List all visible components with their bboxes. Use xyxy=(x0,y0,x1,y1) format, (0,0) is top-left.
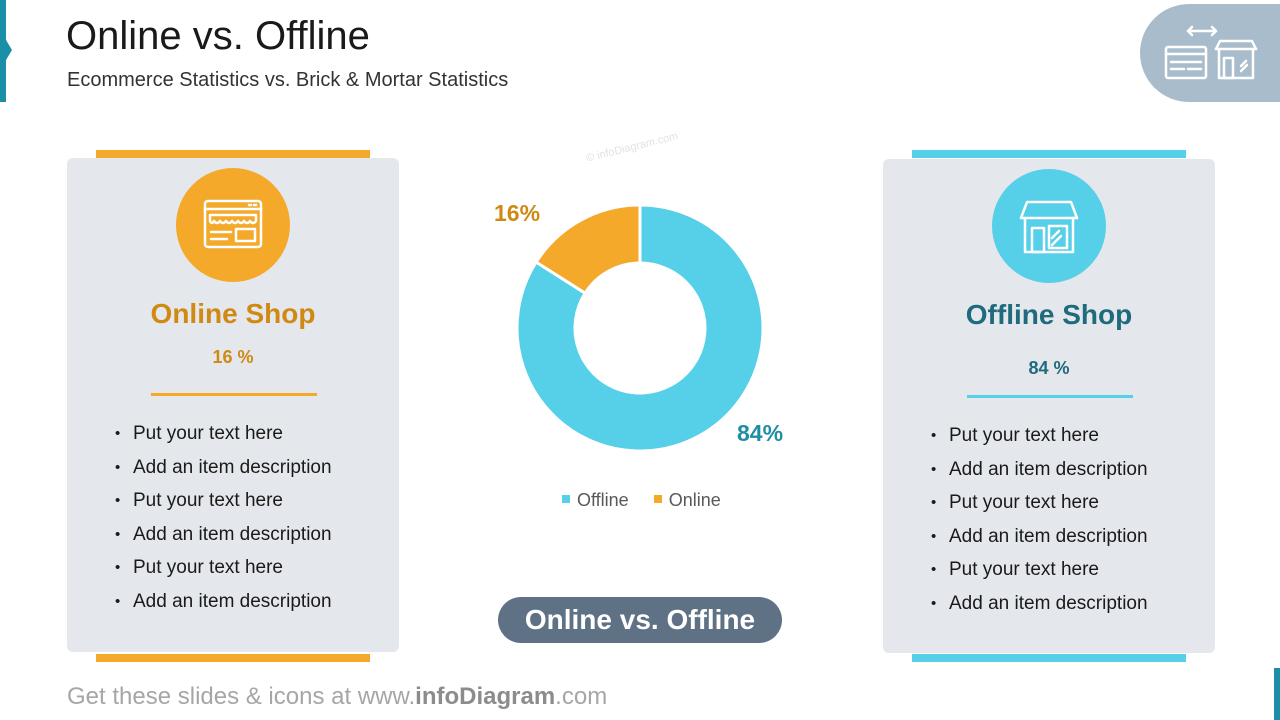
corner-accent-bar xyxy=(1274,668,1280,720)
online-divider xyxy=(151,393,317,396)
list-item: Add an item description xyxy=(931,453,1148,487)
online-bullet-list: Put your text here Add an item descripti… xyxy=(115,417,332,619)
list-item: Put your text here xyxy=(931,486,1148,520)
legend-swatch-offline xyxy=(562,495,570,504)
page-subtitle: Ecommerce Statistics vs. Brick & Mortar … xyxy=(67,69,509,91)
offline-bullet-list: Put your text here Add an item descripti… xyxy=(931,419,1148,621)
offline-divider xyxy=(967,395,1133,398)
list-item: Put your text here xyxy=(931,553,1148,587)
list-item: Add an item description xyxy=(115,518,332,552)
donut-label-offline: 84% xyxy=(737,420,784,446)
list-item: Add an item description xyxy=(115,585,332,619)
online-shop-window-icon xyxy=(203,199,263,249)
list-item: Put your text here xyxy=(115,417,332,451)
list-item: Add an item description xyxy=(931,587,1148,621)
donut-slice-online xyxy=(534,203,642,296)
donut-slice-offline xyxy=(515,203,765,453)
list-item: Add an item description xyxy=(115,451,332,485)
online-card-bottom-bar xyxy=(96,654,370,662)
offline-icon-circle xyxy=(992,169,1106,283)
list-item: Put your text here xyxy=(931,419,1148,453)
legend-label-online: Online xyxy=(668,490,721,510)
footer: Get these slides & icons at www.infoDiag… xyxy=(67,683,607,711)
online-shop-percent: 16 % xyxy=(212,347,254,367)
list-item: Put your text here xyxy=(115,551,332,585)
online-icon-circle xyxy=(176,168,290,282)
legend-swatch-online xyxy=(653,495,662,504)
legend-item-online: Online xyxy=(653,490,721,511)
storefront-icon xyxy=(1019,200,1079,254)
offline-card-bottom-bar xyxy=(912,654,1186,662)
left-accent-bar xyxy=(0,0,12,102)
comparison-pill: Online vs. Offline xyxy=(498,597,782,643)
footer-suffix: .com xyxy=(555,683,608,710)
list-item: Add an item description xyxy=(931,520,1148,554)
chart-legend: Offline Online xyxy=(562,490,741,511)
corner-badge xyxy=(1140,4,1280,102)
donut-label-online: 16% xyxy=(494,200,541,226)
online-shop-title: Online Shop xyxy=(150,298,316,329)
online-vs-offline-icon xyxy=(1164,25,1258,80)
offline-shop-title: Offline Shop xyxy=(965,299,1133,330)
legend-item-offline: Offline xyxy=(562,490,629,511)
list-item: Put your text here xyxy=(115,484,332,518)
online-card-top-bar xyxy=(96,150,370,158)
donut-chart xyxy=(515,203,765,453)
offline-card-top-bar xyxy=(912,150,1186,158)
footer-brand: infoDiagram xyxy=(415,683,556,710)
legend-label-offline: Offline xyxy=(577,490,629,510)
page-title: Online vs. Offline xyxy=(66,14,370,58)
watermark: © infoDiagram.com xyxy=(585,130,680,165)
footer-prefix: Get these slides & icons at www. xyxy=(67,683,416,710)
offline-shop-percent: 84 % xyxy=(1028,358,1070,378)
